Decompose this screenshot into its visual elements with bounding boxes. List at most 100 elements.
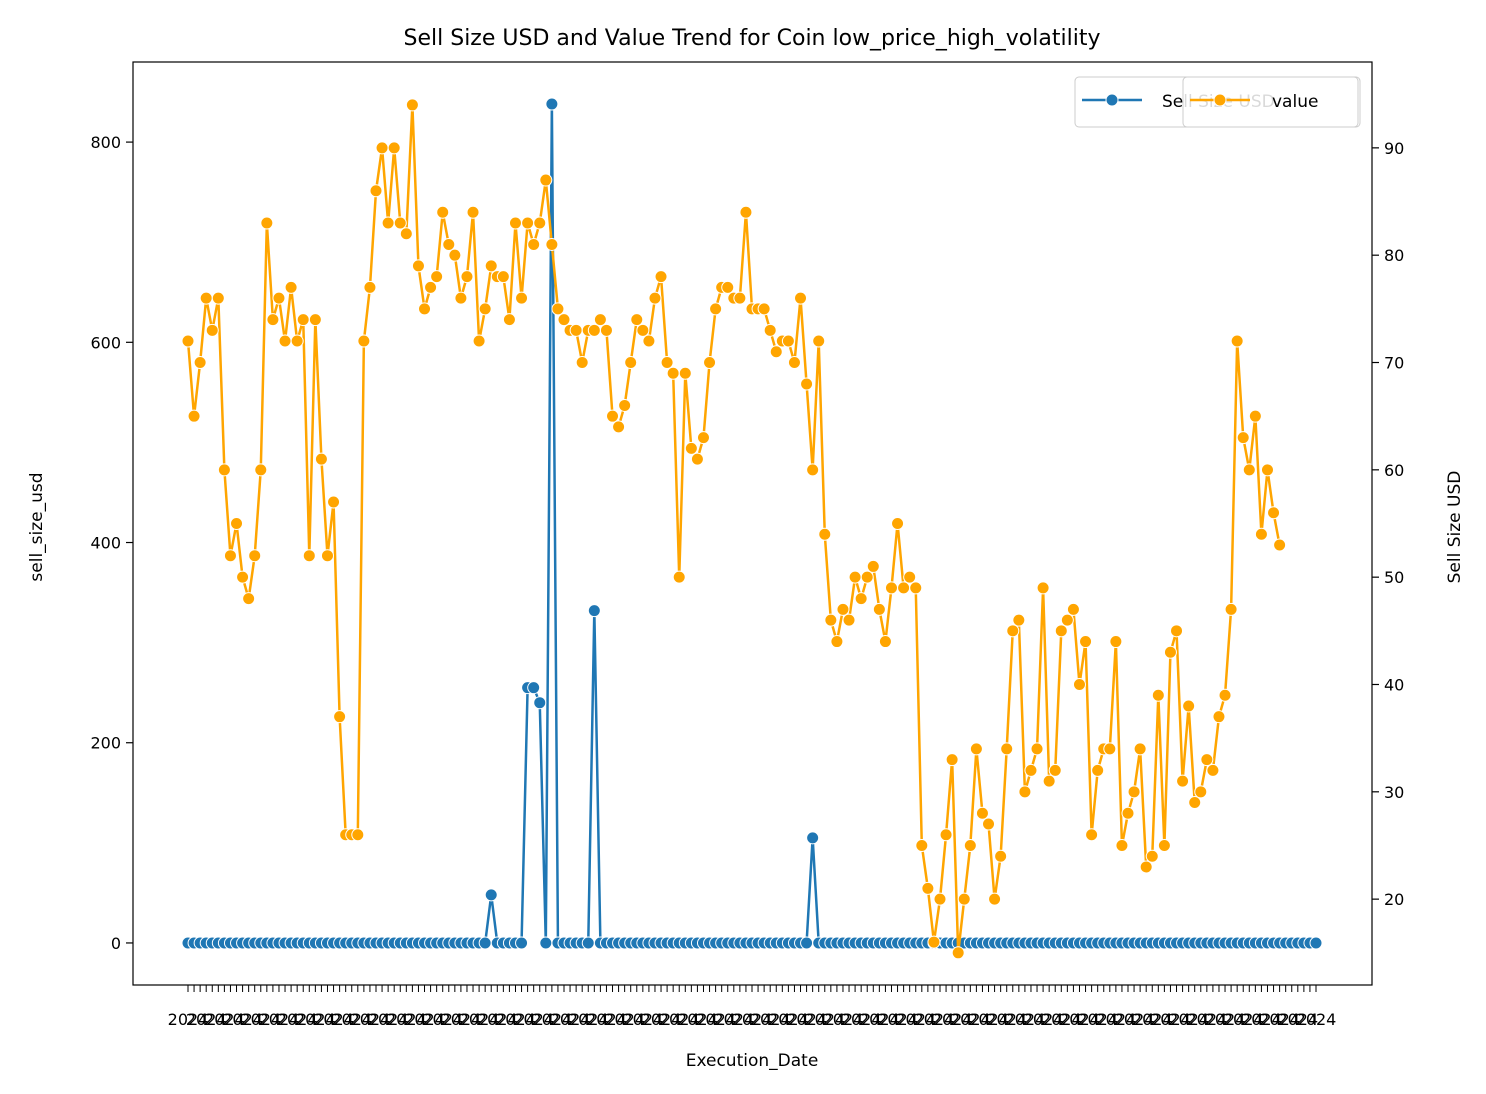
data-point [320,549,334,563]
x-tick-label: 2024 [586,1010,627,1029]
data-point [363,280,377,294]
data-point [739,205,753,219]
data-point [478,936,492,950]
data-point [527,237,541,251]
data-point [1267,506,1281,520]
data-point [957,892,971,906]
data-point [678,366,692,380]
y-axis-left-label: sell_size_usd [27,472,47,581]
data-point [794,291,808,305]
data-point [690,452,704,466]
x-tick-label: 2024 [695,1010,736,1029]
data-point [533,216,547,230]
x-tick-label: 2024 [259,1010,300,1029]
data-point [515,291,529,305]
data-point [1127,785,1141,799]
x-tick-label: 2024 [550,1010,591,1029]
x-tick-label: 2024 [240,1010,281,1029]
data-point [278,334,292,348]
data-point [824,613,838,627]
data-point [806,831,820,845]
x-tick-label: 2024 [932,1010,973,1029]
legend-value-marker [1213,93,1227,107]
x-tick-label: 2024 [186,1010,227,1029]
data-point [660,356,674,370]
data-point [357,334,371,348]
data-point [1079,635,1093,649]
data-point [1260,463,1274,477]
x-tick-label: 2024 [1277,1010,1318,1029]
x-tick-label: 2024 [713,1010,754,1029]
x-tick-label: 2024 [1132,1010,1173,1029]
y-tick-left-label: 600 [90,333,121,352]
data-point [539,936,553,950]
x-tick-label: 2024 [477,1010,518,1029]
data-point [411,259,425,273]
data-point [223,549,237,563]
y-tick-right-label: 60 [1384,461,1404,480]
data-point [557,313,571,327]
data-point [351,828,365,842]
data-point [818,527,832,541]
x-tick-label: 2024 [659,1010,700,1029]
data-point [284,280,298,294]
data-point [369,184,383,198]
data-point [994,849,1008,863]
data-point [630,313,644,327]
x-tick-label: 2024 [768,1010,809,1029]
data-point [211,291,225,305]
data-point [1072,677,1086,691]
x-tick-label: 2024 [804,1010,845,1029]
data-point [636,323,650,337]
y-tick-left-label: 800 [90,133,121,152]
x-tick-label: 2024 [513,1010,554,1029]
data-point [909,581,923,595]
data-point [466,205,480,219]
data-point [199,291,213,305]
x-tick-label: 2024 [459,1010,500,1029]
x-tick-label: 2024 [841,1010,882,1029]
x-tick-label: 2024 [1186,1010,1227,1029]
data-point [193,356,207,370]
data-point [757,302,771,316]
x-tick-label: 2024 [786,1010,827,1029]
x-tick-label: 2024 [1205,1010,1246,1029]
data-point [696,431,710,445]
data-point [1000,742,1014,756]
data-point [806,463,820,477]
data-point [878,635,892,649]
data-point [1018,785,1032,799]
data-point [884,581,898,595]
data-point [781,334,795,348]
y-tick-right-label: 20 [1384,890,1404,909]
data-point [248,549,262,563]
data-point [1145,849,1159,863]
data-point [854,592,868,606]
data-point [1248,409,1262,423]
data-point [848,570,862,584]
x-tick-label: 2024 [895,1010,936,1029]
data-point [812,334,826,348]
data-point [296,313,310,327]
data-point [1109,635,1123,649]
series-sell-size-usd [181,97,1323,950]
data-point [1212,710,1226,724]
data-point [1236,431,1250,445]
y-tick-left-label: 200 [90,734,121,753]
y-tick-right-label: 70 [1384,354,1404,373]
data-point [1030,742,1044,756]
data-point [897,581,911,595]
x-tick-label: 2024 [168,1010,209,1029]
legend-sell-marker [1105,93,1119,107]
data-point [903,570,917,584]
data-point [733,291,747,305]
y-tick-right-label: 50 [1384,568,1404,587]
data-point [975,806,989,820]
data-point [454,291,468,305]
data-point [666,366,680,380]
data-point [1194,785,1208,799]
x-tick-label: 2024 [313,1010,354,1029]
x-tick-label: 2024 [532,1010,573,1029]
x-tick-label: 2024 [1168,1010,1209,1029]
x-tick-label: 2024 [823,1010,864,1029]
